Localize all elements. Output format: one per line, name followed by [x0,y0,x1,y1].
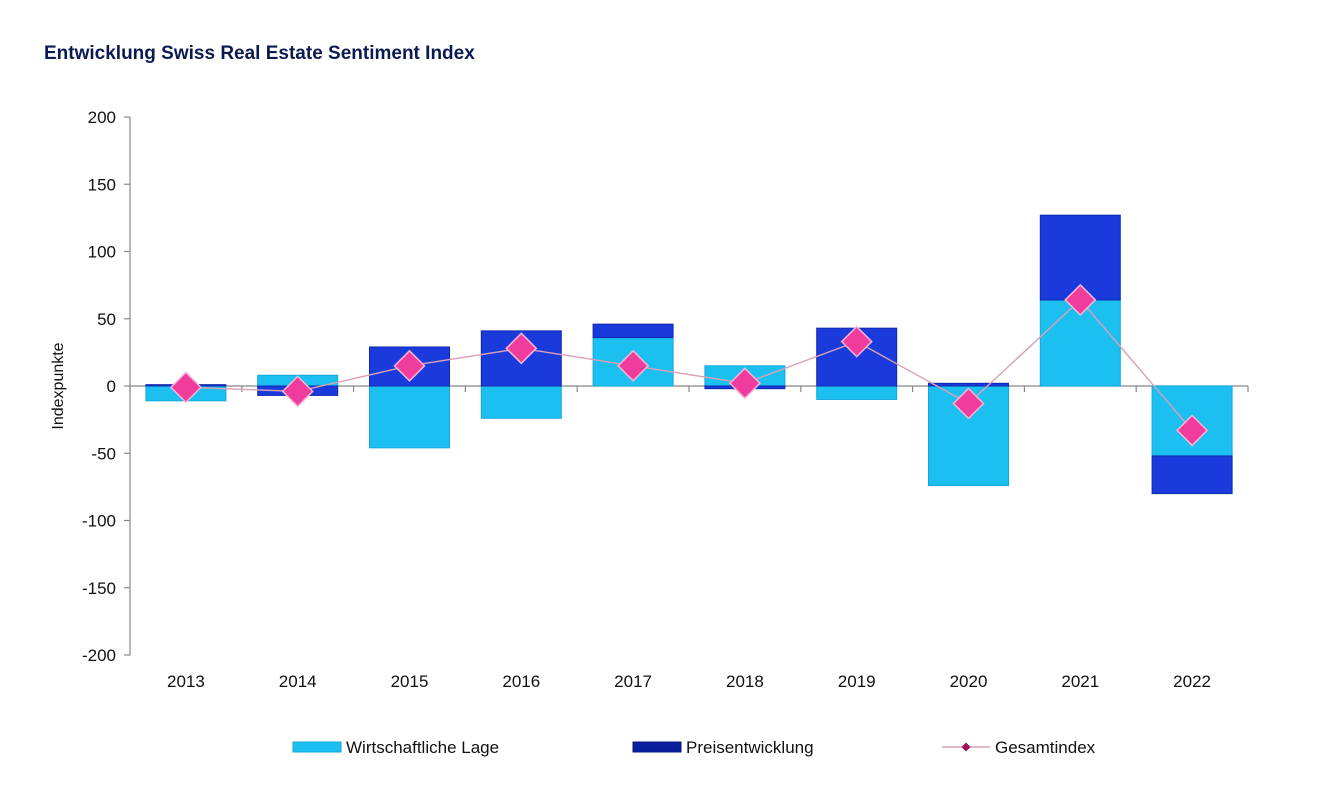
legend-swatch-wirtschaftliche-lage [292,741,342,753]
x-tick-label: 2021 [1061,672,1099,691]
bar-wirtschaftliche-lage [480,385,562,419]
gesamtindex-marker [728,367,761,400]
y-tick-label: -100 [82,512,116,531]
x-tick-labels: 2013 2014 2015 2016 2017 2018 2019 2020 2021 2022 [167,672,1211,691]
x-tick-label: 2013 [167,672,205,691]
x-tick-label: 2017 [614,672,652,691]
gesamtindex-marker [169,371,202,404]
y-axis-title: Indexpunkte [50,342,67,429]
gesamtindex-marker [952,387,985,420]
x-tick-label: 2016 [502,672,540,691]
y-tick-label: 150 [88,175,116,194]
bar-preisentwicklung [1151,455,1233,495]
gesamtindex-line [185,298,1193,431]
x-tick-label: 2019 [838,672,876,691]
gesamtindex-marker [617,349,650,382]
chart-title: Entwicklung Swiss Real Estate Sentiment … [44,43,475,64]
y-tick-label: -150 [82,579,116,598]
y-tick-label: 200 [88,108,116,127]
y-tick-label: 100 [88,243,116,262]
y-tick-label: -50 [91,444,116,463]
x-tick-label: 2014 [279,672,317,691]
bars [145,214,1233,495]
gesamtindex-marker [393,349,426,382]
legend-label-wirtschaftliche-lage: Wirtschaftliche Lage [346,738,499,757]
bar-preisentwicklung [592,323,674,339]
bar-wirtschaftliche-lage [369,385,450,449]
gesamtindex-polyline [185,298,1193,431]
y-tick-label: 0 [107,377,116,396]
gesamtindex-marker [281,375,314,408]
x-tick-label: 2022 [1173,672,1211,691]
x-tick-label: 2015 [391,672,429,691]
legend-marker-gesamtindex [961,742,971,752]
x-tick-label: 2020 [950,672,988,691]
legend-swatch-preisentwicklung [632,741,682,753]
y-tick-label: 50 [97,310,116,329]
bar-preisentwicklung [928,382,1009,387]
y-tick-label: -200 [82,646,116,665]
legend: Wirtschaftliche Lage Preisentwicklung Ge… [292,738,1096,757]
y-tick-labels: 200 150 100 50 0 -50 -100 -150 -200 [82,108,116,665]
legend-label-preisentwicklung: Preisentwicklung [686,738,814,757]
gesamtindex-marker [1176,414,1209,447]
bar-wirtschaftliche-lage [816,385,898,400]
legend-label-gesamtindex: Gesamtindex [995,738,1096,757]
x-tick-label: 2018 [726,672,764,691]
gesamtindex-marker [840,325,873,358]
gesamtindex-marker [505,332,538,365]
gesamtindex-marker [1064,283,1097,316]
gesamtindex-markers [169,283,1209,447]
